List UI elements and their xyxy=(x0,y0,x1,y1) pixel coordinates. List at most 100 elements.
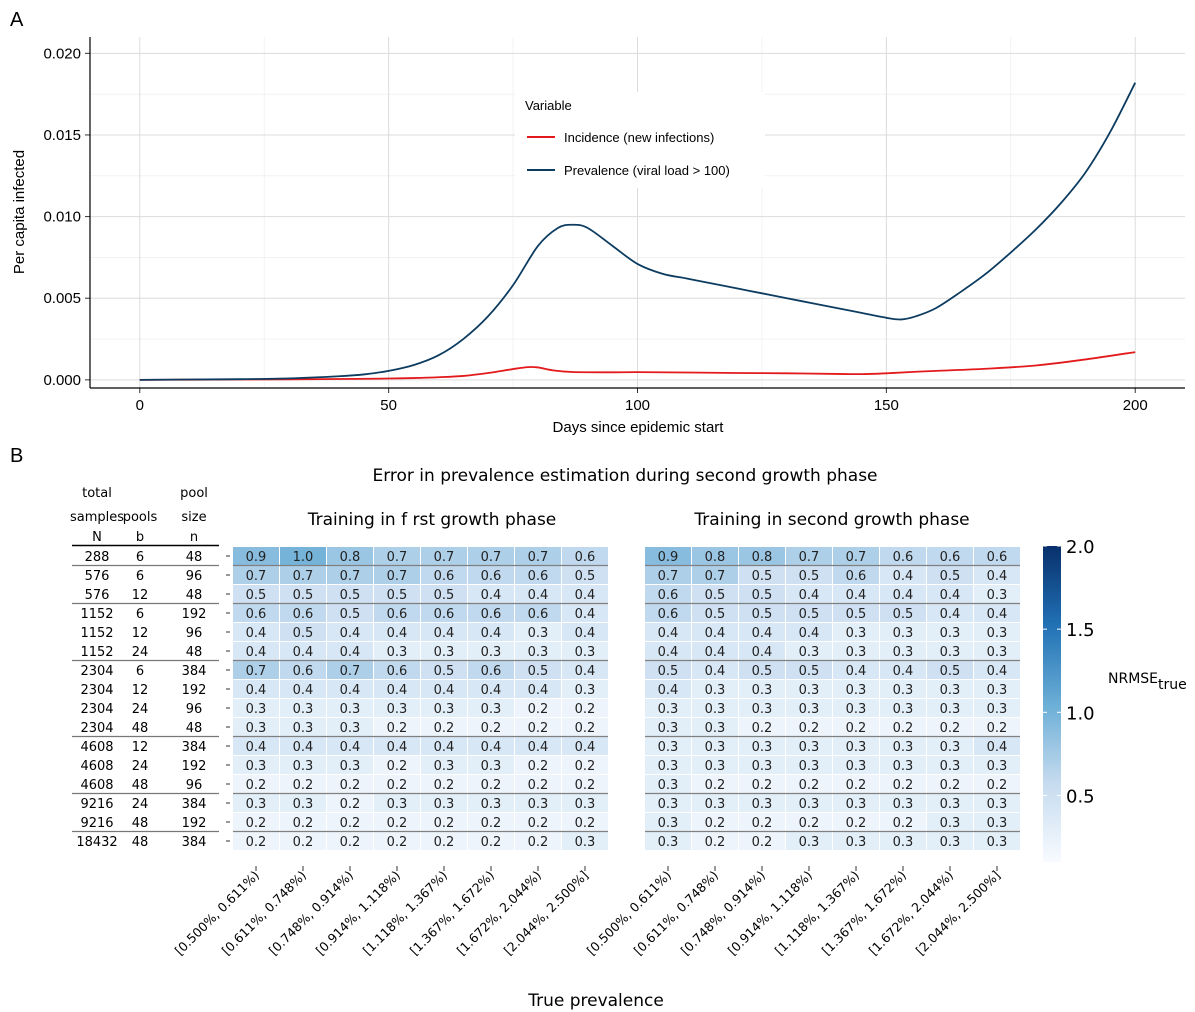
heatmap-cell xyxy=(786,623,832,641)
legend-label-prevalence: Prevalence (viral load > 100) xyxy=(564,163,730,178)
heatmap-cell xyxy=(468,623,514,641)
heatmap-cell xyxy=(233,642,279,660)
heatmap-cell xyxy=(927,699,973,717)
heatmap-cell xyxy=(974,547,1020,565)
heatmap-cell xyxy=(280,566,326,584)
heatmap-cell-label: 0.2 xyxy=(387,759,408,774)
heatmap-cell xyxy=(468,794,514,812)
heatmap-cell xyxy=(880,699,926,717)
x-tick-labels: [0.500%, 0.611%)[0.611%, 0.748%)[0.748%,… xyxy=(172,866,1003,959)
heatmap-cell-label: 0.2 xyxy=(481,816,502,831)
heatmap-cell-label: 0.3 xyxy=(987,683,1008,698)
heatmap-cell-label: 0.3 xyxy=(846,740,867,755)
heatmap-cell-label: 0.2 xyxy=(987,721,1008,736)
heatmap-cell xyxy=(880,585,926,603)
heatmap-cell xyxy=(692,547,738,565)
heatmap-title: Error in prevalence estimation during se… xyxy=(372,466,877,486)
colorbar-tick-label: 0.5 xyxy=(1066,786,1095,807)
heatmap-cell-label: 0.8 xyxy=(340,550,361,565)
heatmap-cell xyxy=(833,642,879,660)
heatmap-cell-label: 0.4 xyxy=(705,645,726,660)
heatmap-cell xyxy=(327,642,373,660)
heatmap-cell-label: 0.4 xyxy=(434,626,455,641)
heatmap-cell-label: 0.6 xyxy=(481,569,502,584)
heatmap-cell xyxy=(645,794,691,812)
heatmap-cell xyxy=(786,813,832,831)
heatmap-cell xyxy=(739,547,785,565)
heatmap-cell xyxy=(327,756,373,774)
heatmap-cell xyxy=(515,604,561,622)
heatmap-cell xyxy=(421,680,467,698)
heatmap-cell xyxy=(327,566,373,584)
heatmap-cell-label: 0.2 xyxy=(752,778,773,793)
heatmap-cell-label: 0.6 xyxy=(434,607,455,622)
heatmap-cell-label: 0.3 xyxy=(481,702,502,717)
heatmap-cell xyxy=(374,661,420,679)
heatmap-cell xyxy=(280,585,326,603)
heatmap-cell xyxy=(374,699,420,717)
heatmap-cell xyxy=(421,604,467,622)
table-header-text: pools xyxy=(123,510,158,525)
heatmap-cell xyxy=(974,661,1020,679)
heatmap-cell xyxy=(927,680,973,698)
heatmap-cell-label: 0.4 xyxy=(893,569,914,584)
heatmap-cell xyxy=(280,794,326,812)
heatmap-cell xyxy=(645,623,691,641)
heatmap-cell xyxy=(692,737,738,755)
table-header-text: b xyxy=(136,530,144,545)
heatmap-cell-label: 0.4 xyxy=(481,626,502,641)
heatmap-cell-label: 0.3 xyxy=(575,835,596,850)
heatmap-cell xyxy=(468,661,514,679)
heatmap-cell-label: 0.2 xyxy=(575,759,596,774)
heatmap-cell xyxy=(233,566,279,584)
heatmap-cell xyxy=(833,547,879,565)
heatmap-cell xyxy=(562,832,608,850)
heatmap-cell-label: 0.4 xyxy=(940,607,961,622)
x-tick-label: 50 xyxy=(380,397,397,414)
heatmap-cell-label: 0.3 xyxy=(893,835,914,850)
heatmap-cell-label: 0.3 xyxy=(705,702,726,717)
heatmap-cell xyxy=(374,737,420,755)
table-header-text: size xyxy=(181,510,206,525)
heatmap-cell xyxy=(833,680,879,698)
heatmap-cell-label: 0.5 xyxy=(387,588,408,603)
heatmap-cell xyxy=(280,642,326,660)
row-label-n-total: 4608 xyxy=(80,740,113,755)
heatmap-cell-label: 0.2 xyxy=(752,835,773,850)
x-tick-label: [0.748%, 0.914%) xyxy=(266,868,357,959)
heatmap-cell-label: 0.5 xyxy=(846,607,867,622)
heatmap-cell-label: 0.4 xyxy=(846,588,867,603)
row-label-pools: 12 xyxy=(132,740,149,755)
heatmap-cell-label: 0.2 xyxy=(575,778,596,793)
x-tick-label: [1.367%, 1.672%) xyxy=(819,868,910,959)
heatmap-cell-label: 0.4 xyxy=(705,664,726,679)
heatmap-cell-label: 0.5 xyxy=(752,569,773,584)
heatmap-cell-label: 0.2 xyxy=(434,835,455,850)
facet-title-second: Training in second growth phase xyxy=(693,510,969,530)
heatmap-cell-label: 0.4 xyxy=(340,626,361,641)
legend-label-incidence: Incidence (new infections) xyxy=(564,130,714,145)
heatmap-cell-label: 0.4 xyxy=(246,683,267,698)
heatmap-cell xyxy=(374,604,420,622)
heatmap-cell-label: 0.4 xyxy=(528,683,549,698)
x-tick-label: 100 xyxy=(625,397,650,414)
heatmap-cell xyxy=(880,718,926,736)
heatmap-cell-label: 0.2 xyxy=(752,816,773,831)
heatmap-cell xyxy=(374,566,420,584)
heatmap-cell-label: 0.6 xyxy=(658,607,679,622)
row-label-pools: 6 xyxy=(136,569,144,584)
x-tick-label: [0.611%, 0.748%) xyxy=(631,868,722,959)
heatmap-cell-label: 0.8 xyxy=(752,550,773,565)
heatmap-cell xyxy=(421,585,467,603)
heatmap-cell-label: 0.5 xyxy=(799,569,820,584)
heatmap-cell-label: 0.3 xyxy=(575,797,596,812)
heatmap-cell xyxy=(280,832,326,850)
heatmap-cell-label: 0.4 xyxy=(387,740,408,755)
heatmap-cell xyxy=(421,794,467,812)
heatmap-cell-label: 0.2 xyxy=(481,721,502,736)
y-tick-label: 0.015 xyxy=(43,127,81,144)
heatmap-cell xyxy=(233,756,279,774)
heatmap-cell xyxy=(233,699,279,717)
heatmap-cell xyxy=(833,604,879,622)
